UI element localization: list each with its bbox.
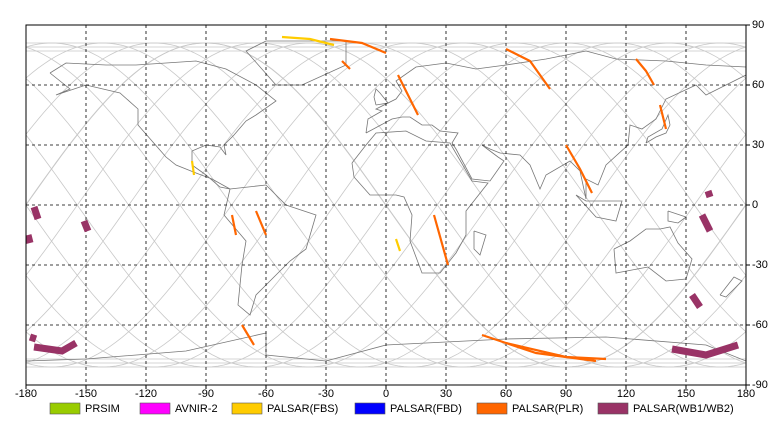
observation-segment bbox=[505, 341, 607, 361]
coastline bbox=[351, 130, 489, 274]
observation-segment bbox=[565, 144, 593, 194]
observation-segment bbox=[254, 210, 268, 236]
observation-segment bbox=[698, 213, 714, 233]
x-tick-label: -180 bbox=[15, 388, 37, 400]
coastline bbox=[223, 184, 317, 316]
legend-label: AVNIR-2 bbox=[175, 403, 218, 415]
x-tick-label: 60 bbox=[500, 388, 512, 400]
coastline bbox=[645, 113, 671, 144]
legend-swatch bbox=[231, 402, 263, 415]
y-tick-label: 90 bbox=[752, 19, 764, 31]
observation-segment bbox=[397, 74, 419, 116]
x-tick-label: 150 bbox=[677, 388, 695, 400]
observation-segment bbox=[190, 160, 196, 176]
x-tick-label: -150 bbox=[75, 388, 97, 400]
observation-segment bbox=[241, 324, 255, 346]
x-tick-label: -120 bbox=[135, 388, 157, 400]
y-tick-label: 0 bbox=[752, 199, 758, 211]
observation-segment bbox=[704, 189, 714, 199]
coastline bbox=[719, 276, 743, 298]
observation-segment bbox=[394, 238, 402, 252]
x-tick-label: -90 bbox=[198, 388, 214, 400]
legend-swatch bbox=[597, 402, 629, 415]
coastline bbox=[667, 210, 687, 224]
y-tick-label: 60 bbox=[752, 79, 764, 91]
observation-segment bbox=[281, 35, 335, 47]
legend-label: PALSAR(FBS) bbox=[267, 403, 338, 415]
legend-swatch bbox=[476, 402, 508, 415]
y-tick-label: -30 bbox=[752, 259, 768, 271]
x-tick-label: 180 bbox=[737, 388, 755, 400]
observation-segment bbox=[33, 339, 78, 355]
observation-segment bbox=[341, 60, 351, 70]
coastline bbox=[575, 194, 623, 222]
x-tick-label: -60 bbox=[258, 388, 274, 400]
x-tick-label: 0 bbox=[383, 388, 389, 400]
x-tick-label: 120 bbox=[617, 388, 635, 400]
y-tick-label: 30 bbox=[752, 139, 764, 151]
legend-label: PALSAR(PLR) bbox=[512, 403, 583, 415]
observation-segment bbox=[230, 214, 238, 236]
coastline bbox=[365, 50, 746, 200]
observation-segment bbox=[689, 293, 703, 309]
y-tick-label: -90 bbox=[752, 379, 768, 391]
observation-segment bbox=[26, 234, 34, 244]
observation-segment bbox=[329, 37, 387, 55]
legend-label: PALSAR(WB1/WB2) bbox=[633, 403, 734, 415]
x-tick-label: 30 bbox=[440, 388, 452, 400]
axes: -180 -150 -120 -90 -60 -30 0 30 60 90 120 150 180 90 6… bbox=[15, 19, 768, 400]
legend-swatch bbox=[139, 402, 171, 415]
observation-segment bbox=[671, 341, 740, 359]
observations bbox=[26, 35, 740, 363]
coastline bbox=[49, 60, 277, 190]
legend-label: PALSAR(FBD) bbox=[390, 403, 462, 415]
observation-segment bbox=[635, 58, 655, 86]
legend: PRSIM AVNIR-2 PALSAR(FBS) PALSAR(FBD) PALSAR… bbox=[49, 402, 734, 415]
legend-label: PRSIM bbox=[85, 403, 120, 415]
legend-swatch bbox=[49, 402, 81, 415]
coastline bbox=[473, 230, 487, 256]
observation-segment bbox=[30, 205, 42, 221]
legend-swatch bbox=[354, 402, 386, 415]
y-tick-label: -60 bbox=[752, 319, 768, 331]
observation-segment bbox=[80, 219, 92, 233]
observation-segment bbox=[432, 214, 450, 266]
observation-segment bbox=[658, 104, 668, 130]
observation-segment bbox=[28, 333, 38, 343]
observation-segment bbox=[505, 48, 551, 90]
coastline bbox=[613, 226, 693, 282]
x-tick-label: -30 bbox=[318, 388, 334, 400]
x-tick-label: 90 bbox=[560, 388, 572, 400]
